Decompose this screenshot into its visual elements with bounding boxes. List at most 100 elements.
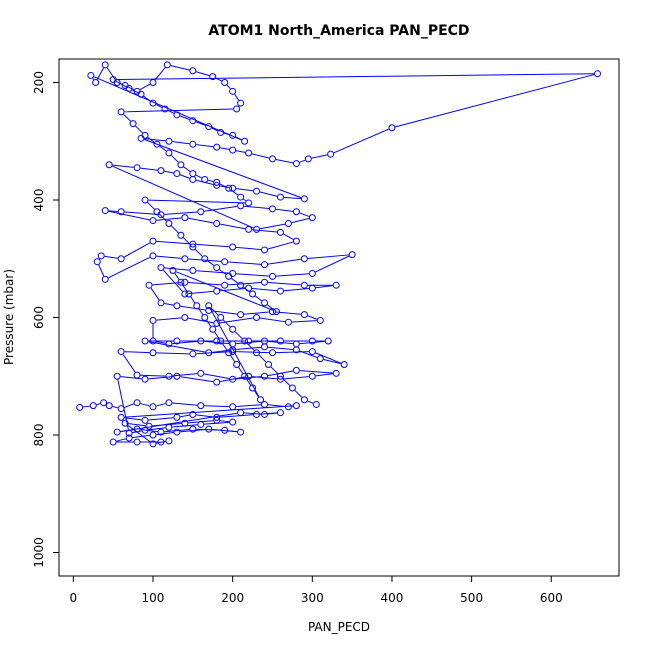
series-line-segment — [236, 351, 270, 354]
series-line-segment — [243, 198, 247, 202]
data-point — [276, 409, 284, 417]
series-line-segment — [267, 412, 278, 415]
series-line-segment — [154, 67, 166, 81]
y-axis: 200 400 600 800 1000 — [32, 71, 60, 568]
series-line-segment — [140, 429, 158, 433]
series-line-segment — [267, 282, 301, 286]
series-line-segment — [132, 434, 150, 439]
data-point — [133, 425, 141, 433]
data-point — [229, 375, 237, 383]
data-point — [324, 337, 332, 345]
data-point — [165, 220, 173, 227]
data-point — [117, 413, 125, 421]
data-point — [153, 140, 161, 148]
data-point — [101, 275, 109, 283]
data-point — [276, 228, 284, 236]
series-line-segment — [180, 428, 206, 433]
data-point — [121, 81, 129, 89]
data-point — [149, 252, 157, 260]
data-point — [213, 264, 221, 272]
data-point — [181, 278, 189, 286]
data-point — [189, 410, 197, 418]
series-line-segment — [127, 424, 151, 443]
series-line-segment — [124, 403, 134, 408]
data-point — [284, 318, 292, 326]
series-line-segment — [220, 147, 230, 150]
data-point — [149, 99, 157, 107]
series-line-segment — [207, 260, 215, 266]
data-point — [253, 225, 261, 233]
series-line-segment — [255, 295, 262, 302]
series-line-segment — [211, 127, 218, 132]
series-line-segment — [124, 351, 150, 354]
data-point — [113, 372, 121, 380]
data-point — [229, 87, 237, 95]
series-line-segment — [198, 308, 204, 315]
data-point — [177, 231, 185, 239]
data-point — [173, 111, 181, 119]
series-line-segment — [148, 427, 166, 431]
data-point — [213, 220, 221, 227]
data-point — [149, 217, 157, 225]
data-point — [225, 184, 233, 192]
series-line-segment — [275, 273, 309, 277]
series-line-segment — [259, 223, 286, 230]
series-line-segment — [275, 208, 293, 212]
series-line-segment — [291, 217, 310, 224]
series-line-segment — [195, 121, 206, 126]
data-point — [149, 316, 157, 324]
series-line-segment — [196, 144, 214, 148]
data-point — [149, 349, 157, 357]
data-point — [213, 416, 221, 424]
data-point — [253, 349, 261, 357]
data-point — [129, 120, 137, 128]
data-point — [97, 252, 105, 260]
series-line-segment — [220, 223, 246, 230]
data-point — [284, 220, 292, 227]
data-point — [241, 372, 249, 380]
y-tick-label: 400 — [32, 189, 46, 212]
data-point — [149, 337, 157, 345]
data-point — [213, 143, 221, 151]
data-point — [113, 79, 121, 86]
series-line-segment — [228, 282, 262, 286]
data-point — [125, 434, 133, 442]
data-point — [213, 287, 221, 295]
series-line-segment — [259, 191, 278, 197]
data-point — [229, 325, 237, 333]
x-tick-label: 200 — [221, 591, 244, 605]
data-point — [189, 425, 197, 433]
data-point — [163, 61, 171, 69]
data-point — [308, 372, 316, 380]
series-line-segment — [226, 84, 231, 90]
series-line-segment — [120, 83, 123, 85]
series-line-segment — [148, 376, 174, 380]
data-point — [233, 105, 241, 113]
data-point — [257, 396, 265, 404]
data-point — [261, 278, 269, 286]
series-line-segment — [230, 355, 236, 362]
data-point — [145, 422, 153, 430]
data-point — [237, 311, 245, 319]
data-point — [201, 314, 209, 321]
series-line-segment — [150, 287, 160, 301]
data-point — [233, 361, 241, 368]
series-line-segment — [83, 405, 90, 408]
data-point — [241, 137, 249, 145]
data-point — [229, 243, 237, 251]
series-line-segment — [124, 108, 234, 113]
data-point — [213, 413, 221, 421]
series-line-segment — [236, 246, 262, 251]
data-point — [308, 284, 316, 292]
data-point — [276, 372, 284, 380]
data-point — [340, 361, 348, 368]
series-line-segment — [283, 233, 294, 240]
y-axis-label: Pressure (mbar) — [2, 269, 16, 365]
data-point — [261, 343, 269, 351]
data-point — [276, 193, 284, 201]
series-line-segment — [204, 340, 230, 345]
data-point — [197, 402, 205, 410]
data-point — [133, 438, 141, 446]
series-line-segment — [96, 403, 101, 406]
